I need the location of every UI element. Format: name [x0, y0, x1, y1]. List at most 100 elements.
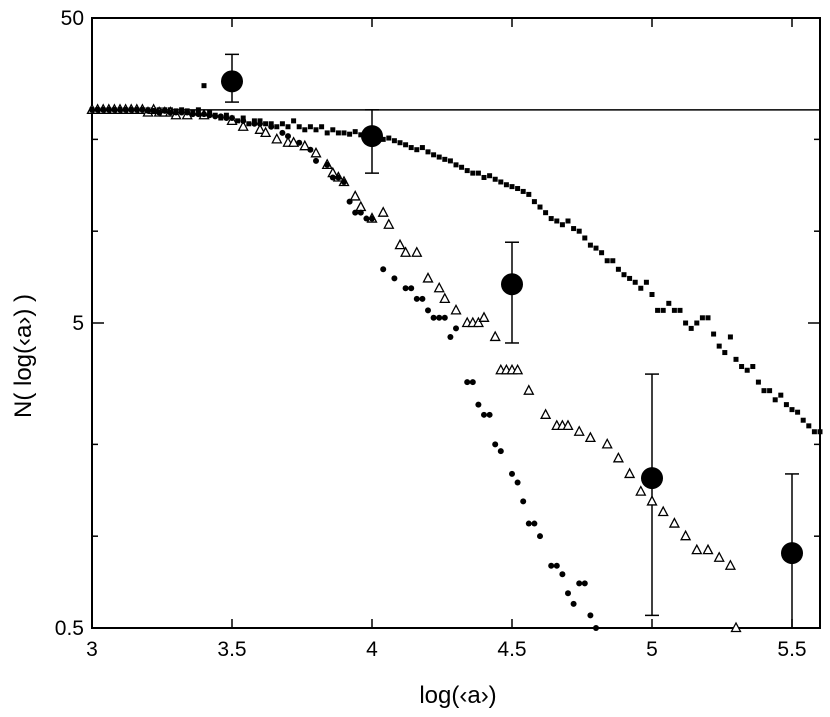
data-point-dot: [206, 112, 213, 119]
data-point-dot: [391, 275, 398, 282]
data-point-square: [559, 222, 565, 228]
data-point-square: [795, 409, 801, 415]
data-point-dot: [497, 448, 504, 455]
data-point-dot: [324, 161, 331, 168]
data-point-square: [587, 242, 593, 248]
data-point-dot: [145, 107, 151, 114]
data-point-square: [475, 170, 481, 176]
data-point-dot: [100, 106, 107, 113]
data-point-square: [755, 379, 761, 385]
data-point-dot: [559, 571, 566, 578]
x-tick-label: 5: [646, 638, 658, 661]
data-point-square: [576, 228, 582, 234]
data-point-square: [638, 285, 644, 291]
data-point-square: [610, 258, 616, 264]
data-point-square: [425, 149, 431, 155]
data-point-triangle: [422, 272, 434, 283]
data-point-dot: [128, 106, 135, 113]
data-point-square: [688, 325, 694, 331]
data-point-large: [501, 273, 523, 296]
data-point-square: [431, 152, 437, 158]
x-tick-label: 4: [366, 638, 378, 661]
data-point-triangle: [523, 384, 535, 395]
data-point-dot: [251, 120, 258, 127]
data-point-square: [554, 218, 560, 224]
data-point-square: [604, 258, 610, 264]
data-point-dot: [593, 625, 599, 631]
data-point-large: [641, 467, 663, 490]
data-point-dot: [105, 106, 112, 113]
data-point-dot: [531, 520, 538, 527]
data-point-square: [750, 364, 756, 370]
data-point-dot: [464, 379, 471, 386]
data-point-dot: [408, 285, 415, 292]
data-point-dot: [441, 314, 448, 321]
data-point-square: [397, 140, 403, 146]
data-point-square: [380, 136, 386, 142]
data-point-square: [515, 186, 521, 192]
data-point-square: [711, 331, 717, 337]
data-point-square: [347, 131, 353, 137]
data-point-triangle: [383, 218, 395, 229]
data-point-dot: [296, 139, 303, 146]
data-point-dot: [189, 111, 196, 118]
series-group: [86, 53, 823, 633]
data-point-square: [520, 188, 526, 194]
data-point-square: [386, 135, 392, 141]
data-point-square: [817, 429, 823, 435]
data-point-triangle: [680, 529, 692, 541]
data-point-square: [582, 235, 588, 241]
data-point-square: [761, 388, 767, 394]
data-point-square: [414, 147, 420, 153]
data-point-square: [727, 334, 733, 340]
data-point-dot: [167, 109, 174, 116]
data-point-square: [716, 343, 722, 349]
data-point-dot: [111, 106, 118, 113]
data-point-square: [263, 121, 269, 127]
data-point-dot: [447, 333, 454, 340]
data-point-dot: [307, 146, 314, 153]
data-point-triangle: [411, 246, 423, 257]
data-point-square: [627, 275, 633, 281]
data-point-square: [772, 397, 778, 403]
data-point-dot: [156, 109, 163, 116]
data-point-square: [632, 279, 638, 285]
data-point-square: [285, 124, 291, 130]
data-point-dot: [195, 111, 202, 118]
data-point-dot: [548, 562, 555, 569]
data-point-square: [509, 184, 515, 190]
data-point-square: [201, 83, 207, 89]
tick-labels: 3 3.5 4 4.5 5 5.5 0.5 5 50: [55, 7, 807, 661]
data-point-dot: [475, 401, 482, 408]
data-point-triangle: [489, 330, 501, 342]
data-point-square: [436, 154, 442, 160]
y-tick-label: 5: [72, 312, 84, 335]
data-point-dot: [184, 109, 191, 116]
data-point-square: [358, 132, 364, 138]
data-point-square: [279, 121, 285, 127]
data-point-dot: [514, 479, 521, 486]
data-point-triangle: [349, 190, 361, 201]
data-point-square: [296, 124, 302, 130]
data-point-square: [302, 127, 308, 133]
data-point-triangle: [713, 551, 725, 562]
data-point-triangle: [562, 419, 574, 431]
data-point-square: [615, 266, 621, 272]
data-point-dot: [520, 498, 527, 505]
data-point-square: [442, 156, 448, 162]
data-point-triangle: [540, 408, 552, 419]
data-point-dot: [402, 285, 409, 292]
data-point-square: [195, 107, 201, 113]
data-point-square: [319, 124, 325, 130]
data-point-square: [548, 216, 554, 222]
data-point-square: [459, 164, 465, 170]
data-point-square: [649, 292, 655, 298]
data-point-dot: [481, 411, 487, 418]
data-point-square: [543, 210, 549, 216]
data-point-square: [363, 133, 369, 139]
data-point-dot: [313, 157, 319, 164]
data-point-square: [537, 204, 543, 210]
data-point-dot: [486, 411, 493, 418]
data-point-square: [671, 307, 677, 313]
data-point-triangle: [288, 136, 300, 147]
